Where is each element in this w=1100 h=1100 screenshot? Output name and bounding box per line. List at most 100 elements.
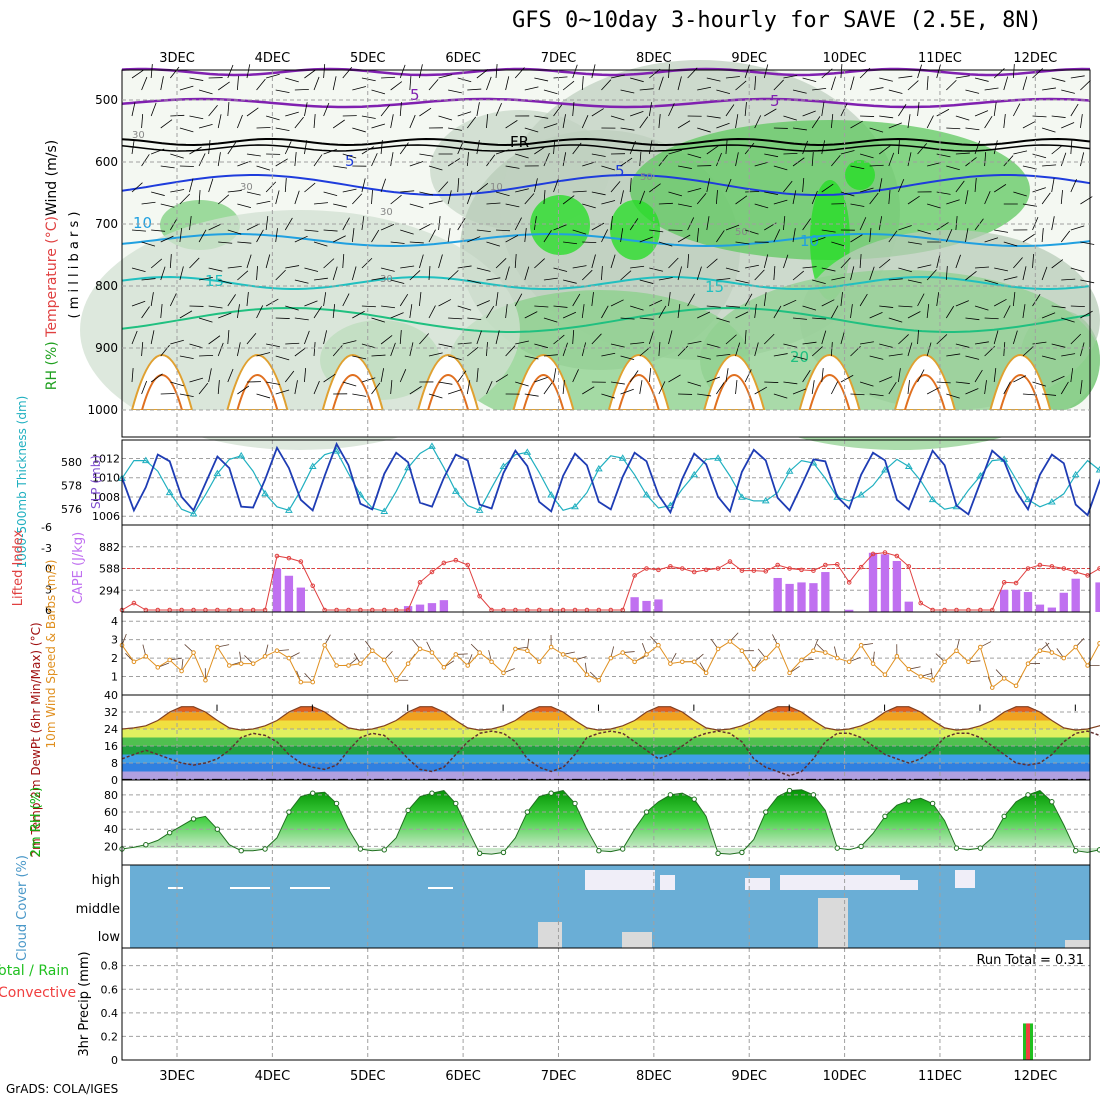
wind-barb — [974, 110, 989, 117]
wind-barb — [792, 190, 797, 205]
lifted-index-point — [846, 580, 852, 585]
high-cloud-block — [900, 880, 918, 890]
temp-band — [122, 763, 1090, 772]
wind-barb — [313, 342, 316, 357]
wind-barb — [1003, 381, 1011, 395]
wind-speed-point — [954, 648, 959, 654]
wind-barb — [706, 305, 721, 308]
wind-barb — [323, 229, 338, 232]
wind-barb — [869, 266, 875, 281]
wind-barb — [744, 102, 747, 117]
wind-speed-point — [1037, 648, 1043, 654]
wind-barb — [1012, 330, 1018, 345]
wind-barb — [170, 381, 184, 387]
contour-label: 20 — [790, 348, 809, 366]
wind-barb — [754, 76, 757, 91]
wind-barb — [802, 266, 817, 269]
wind-barb — [237, 203, 252, 208]
wind-barb — [620, 228, 624, 243]
wind-barb — [869, 127, 884, 133]
slp-tick-label: 1012 — [92, 452, 120, 465]
rh-point — [667, 792, 674, 798]
wind-barb — [1051, 259, 1064, 269]
wind-barb — [208, 104, 218, 117]
lifted-index-point — [298, 559, 304, 564]
wind-barb — [409, 203, 424, 209]
wind-barb — [227, 229, 242, 235]
wind-barb — [486, 342, 488, 357]
wind-barb — [160, 119, 173, 129]
cape-tick-label: 588 — [99, 563, 120, 576]
wind-barb — [534, 258, 545, 269]
temp-contour-35 — [427, 374, 470, 411]
thickness-point — [141, 456, 150, 464]
wind-barb — [275, 269, 286, 281]
wind-barb — [476, 368, 479, 383]
wind-barb — [179, 228, 183, 243]
wind-speed-point — [536, 659, 542, 665]
rh-point — [1025, 792, 1031, 798]
wind-speed-point — [1025, 661, 1031, 666]
li-ylabel: Lifted Index — [11, 529, 26, 606]
thickness-point — [761, 496, 770, 504]
wind-barb — [735, 80, 747, 91]
wind-speed-point — [608, 655, 614, 661]
thickness-point — [976, 472, 985, 479]
wind-speed-point — [584, 672, 590, 678]
wind-barb — [773, 199, 788, 205]
lifted-index-point — [668, 564, 673, 569]
wind-barb — [620, 355, 635, 361]
wind-barb — [466, 116, 477, 129]
wind-barb — [811, 346, 823, 357]
wind-barb — [448, 89, 462, 94]
wind-barb — [601, 165, 615, 171]
wind-barb — [1070, 75, 1085, 79]
wind-speed-point — [1073, 644, 1078, 650]
rh-contour-fill — [610, 200, 660, 260]
wind-barb — [352, 86, 366, 91]
wind-barb — [754, 342, 759, 357]
contour-label: 30 — [132, 130, 145, 141]
wind-barb — [419, 64, 423, 79]
wind-barb — [1051, 343, 1066, 348]
temp-band — [122, 695, 1090, 704]
wind-barb — [859, 381, 874, 387]
wind-barb — [754, 115, 762, 129]
wind-barb — [735, 241, 750, 245]
wind-barb — [859, 217, 867, 231]
wind-barb — [198, 317, 213, 323]
freezing-level — [121, 137, 1091, 147]
wind-barb — [1032, 115, 1047, 118]
cape-bar — [1071, 578, 1080, 612]
lifted-index-point — [310, 583, 316, 589]
wind-barb — [965, 355, 980, 360]
wind-barb — [486, 305, 495, 319]
wind-barb — [390, 194, 402, 205]
wind-barb — [869, 164, 884, 167]
wind-speed-point — [691, 659, 697, 665]
wind-barb — [169, 293, 177, 307]
wind-barb — [467, 88, 482, 91]
wind-barb — [256, 127, 271, 129]
rh-point — [429, 790, 435, 796]
wind-barb — [218, 279, 232, 284]
contour-label: 30 — [240, 182, 253, 193]
wind-barb — [696, 192, 707, 205]
wind-barb — [313, 306, 323, 319]
contour-label: 15 — [705, 278, 724, 296]
contour-label: 5 — [770, 92, 780, 110]
wind-barb — [160, 344, 170, 357]
wind-ylabel: 10m Wind Speed & Barbs (m/s) — [44, 560, 58, 749]
wind-barb — [553, 76, 568, 79]
wind-barb — [648, 140, 653, 155]
wind-barb — [601, 200, 616, 205]
contour-5 — [121, 174, 1091, 197]
wind-barb — [591, 333, 602, 345]
rh-point — [906, 798, 912, 804]
wind-barb — [179, 85, 194, 91]
lifted-index-point — [656, 567, 661, 573]
wind-barb — [754, 161, 769, 167]
temp-band — [122, 754, 1090, 763]
wind-barb — [486, 76, 492, 91]
wind-barb — [572, 229, 587, 235]
